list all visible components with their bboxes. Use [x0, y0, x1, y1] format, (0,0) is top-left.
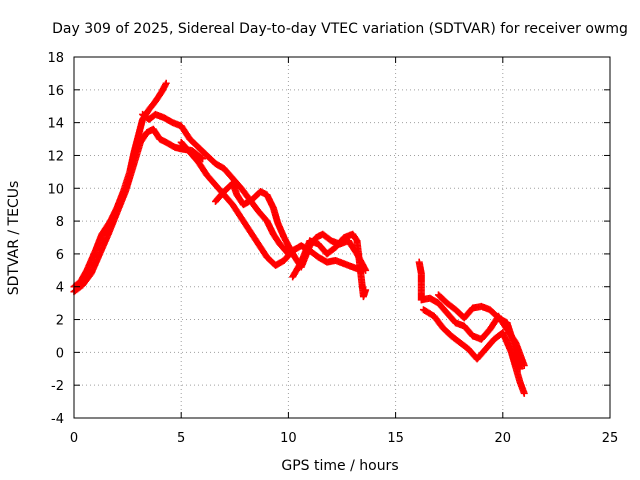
x-tick-label: 0: [70, 431, 78, 446]
y-tick-label: 18: [47, 51, 64, 66]
data-point: [362, 286, 370, 294]
data-point: [197, 154, 205, 162]
y-tick-label: 6: [56, 248, 64, 263]
y-axis-label: SDTVAR / TECUs: [6, 181, 22, 296]
data-point: [516, 365, 524, 373]
x-tick-label: 20: [495, 431, 512, 446]
y-tick-label: 12: [47, 149, 64, 164]
chart-title: Day 309 of 2025, Sidereal Day-to-day VTE…: [52, 21, 628, 37]
y-tick-label: -2: [51, 379, 64, 394]
y-tick-label: 8: [56, 215, 64, 230]
x-axis-label: GPS time / hours: [281, 458, 398, 474]
data-point: [520, 389, 528, 397]
y-tick-label: 10: [47, 182, 64, 197]
data-point: [199, 155, 207, 163]
x-tick-label: 15: [387, 431, 404, 446]
plot-frame: [73, 56, 611, 419]
grid-lines: [74, 57, 610, 418]
y-tick-label: 14: [47, 117, 64, 132]
x-tick-label: 10: [280, 431, 297, 446]
y-tick-label: -4: [51, 412, 64, 427]
data-point: [162, 79, 170, 87]
x-tick-label: 5: [177, 431, 185, 446]
axis-ticks: 0 5 10 15 20 25 -4 -2 0 2 4 6 8 10 12 14 16 18: [47, 51, 618, 446]
y-tick-label: 2: [56, 314, 64, 329]
x-tick-label: 25: [602, 431, 619, 446]
y-tick-label: 4: [56, 281, 64, 296]
y-tick-label: 0: [56, 346, 64, 361]
data-points: [70, 79, 528, 397]
y-tick-label: 16: [47, 84, 64, 99]
